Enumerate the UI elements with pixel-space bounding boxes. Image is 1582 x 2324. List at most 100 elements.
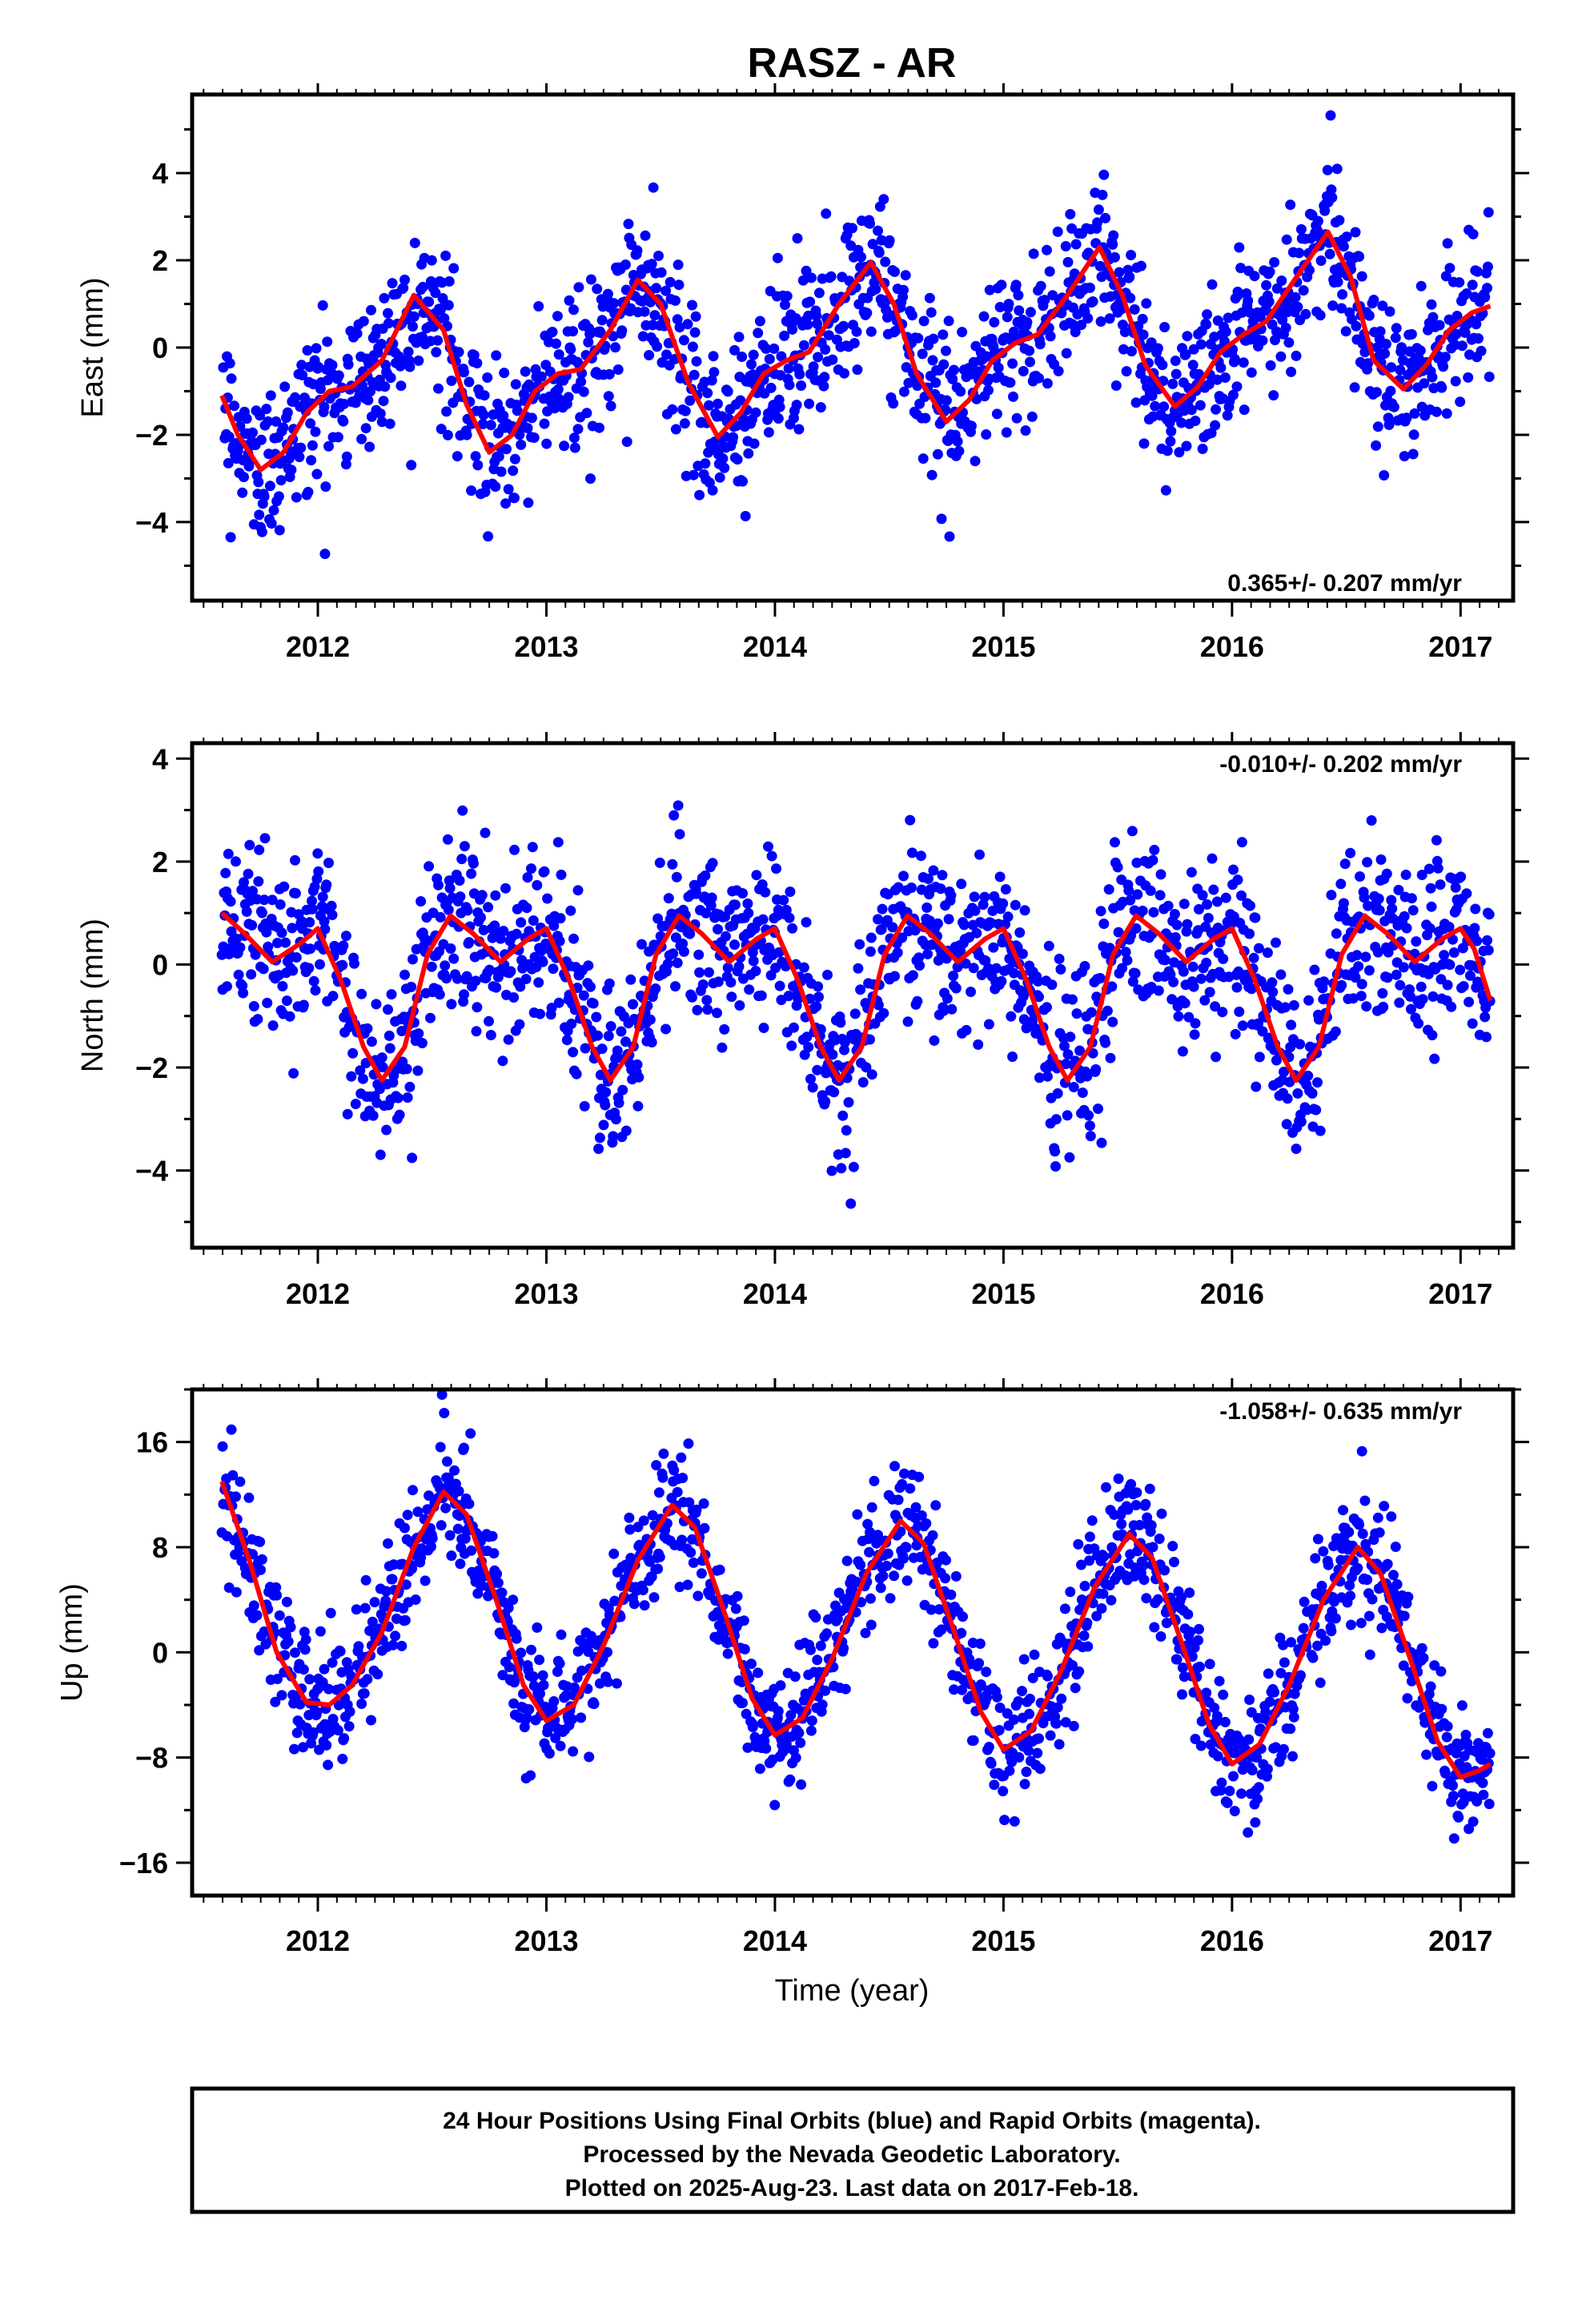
north-data-point — [1207, 853, 1218, 864]
up-data-point — [1310, 1553, 1321, 1564]
east-data-point — [264, 480, 275, 492]
north-data-point — [706, 892, 717, 903]
up-data-point — [602, 1676, 613, 1687]
east-data-point — [1264, 266, 1275, 277]
north-data-point — [1295, 1116, 1307, 1128]
up-data-point — [956, 1627, 967, 1638]
north-data-point — [546, 1003, 557, 1014]
north-data-point — [578, 990, 589, 1001]
up-data-point — [1247, 1765, 1258, 1775]
north-data-point — [1355, 871, 1365, 882]
north-data-point — [1182, 919, 1193, 930]
east-data-point — [294, 452, 305, 463]
east-data-point — [263, 416, 274, 427]
east-data-point — [1292, 301, 1303, 312]
east-data-point — [1010, 279, 1022, 291]
east-data-point — [1060, 241, 1071, 251]
up-data-point — [594, 1678, 605, 1689]
north-data-point — [1062, 1110, 1073, 1121]
north-data-point — [340, 931, 351, 942]
east-data-point — [1165, 436, 1176, 447]
east-data-point — [573, 282, 584, 293]
north-data-point — [835, 1017, 846, 1028]
north-data-point — [1105, 1052, 1116, 1063]
north-data-point — [1372, 947, 1383, 958]
east-data-point — [1087, 296, 1098, 307]
up-data-point — [295, 1699, 306, 1710]
east-x-tick-label: 2015 — [971, 630, 1035, 663]
east-data-point — [268, 505, 279, 516]
east-data-point — [274, 525, 285, 536]
up-data-point — [298, 1664, 309, 1675]
up-data-point — [276, 1690, 287, 1701]
up-data-point — [544, 1748, 555, 1759]
north-data-point — [1361, 1001, 1372, 1012]
east-data-point — [943, 316, 954, 327]
north-data-point — [1291, 1144, 1302, 1154]
up-data-point — [217, 1441, 228, 1452]
east-data-point — [1261, 279, 1272, 291]
up-data-point — [453, 1486, 464, 1497]
north-data-point — [241, 906, 252, 917]
north-data-point — [1042, 1002, 1052, 1013]
east-data-point — [1324, 248, 1335, 259]
up-data-point — [1278, 1639, 1289, 1651]
up-data-point — [452, 1523, 464, 1534]
east-data-point — [1379, 348, 1391, 359]
east-data-point — [1483, 207, 1494, 218]
east-data-point — [1480, 292, 1491, 303]
north-data-point — [1102, 1005, 1113, 1016]
north-data-point — [366, 1036, 377, 1047]
up-data-point — [1298, 1622, 1309, 1634]
north-data-point — [239, 877, 249, 888]
north-data-point — [310, 985, 321, 996]
east-data-point — [520, 366, 531, 377]
up-data-point — [1318, 1546, 1329, 1557]
east-data-point — [761, 343, 772, 354]
up-data-point — [496, 1587, 508, 1598]
north-data-point — [620, 1125, 632, 1136]
east-data-point — [927, 355, 938, 366]
up-data-point — [235, 1476, 246, 1487]
north-data-point — [1010, 899, 1021, 911]
up-data-point — [773, 1706, 784, 1717]
north-data-point — [839, 1044, 849, 1055]
up-data-point — [1029, 1649, 1040, 1660]
east-data-point — [1201, 319, 1212, 330]
north-data-point — [476, 912, 486, 923]
up-data-point — [1138, 1574, 1150, 1586]
east-data-point — [694, 489, 705, 501]
north-data-point — [1350, 972, 1361, 983]
east-data-point — [1439, 352, 1451, 363]
north-data-point — [402, 1092, 413, 1103]
north-data-point — [598, 1120, 609, 1131]
north-data-point — [1014, 927, 1026, 938]
up-data-point — [1316, 1580, 1327, 1591]
up-data-point — [1414, 1702, 1424, 1713]
up-data-point — [1354, 1519, 1365, 1530]
north-data-point — [1189, 1029, 1200, 1040]
up-data-point — [608, 1548, 620, 1559]
east-data-point — [851, 326, 862, 337]
north-data-point — [386, 989, 397, 1000]
north-data-point — [1244, 928, 1255, 939]
north-fit-curve — [220, 911, 1493, 1084]
north-data-point — [1084, 1120, 1095, 1132]
east-data-point — [547, 327, 558, 337]
north-data-point — [485, 1030, 496, 1040]
east-data-point — [750, 407, 761, 418]
north-data-point — [1034, 1072, 1045, 1084]
up-data-point — [699, 1522, 710, 1534]
north-data-point — [313, 866, 324, 877]
east-data-point — [1473, 333, 1484, 344]
up-data-point — [1032, 1747, 1043, 1759]
up-data-point — [624, 1512, 635, 1523]
up-data-point — [300, 1634, 311, 1645]
up-data-point — [1379, 1501, 1390, 1512]
east-data-point — [313, 361, 324, 372]
east-data-point — [1070, 239, 1082, 250]
east-data-point — [1170, 356, 1181, 366]
east-data-point — [637, 331, 648, 342]
up-data-point — [1078, 1630, 1090, 1641]
up-data-point — [1323, 1559, 1334, 1570]
